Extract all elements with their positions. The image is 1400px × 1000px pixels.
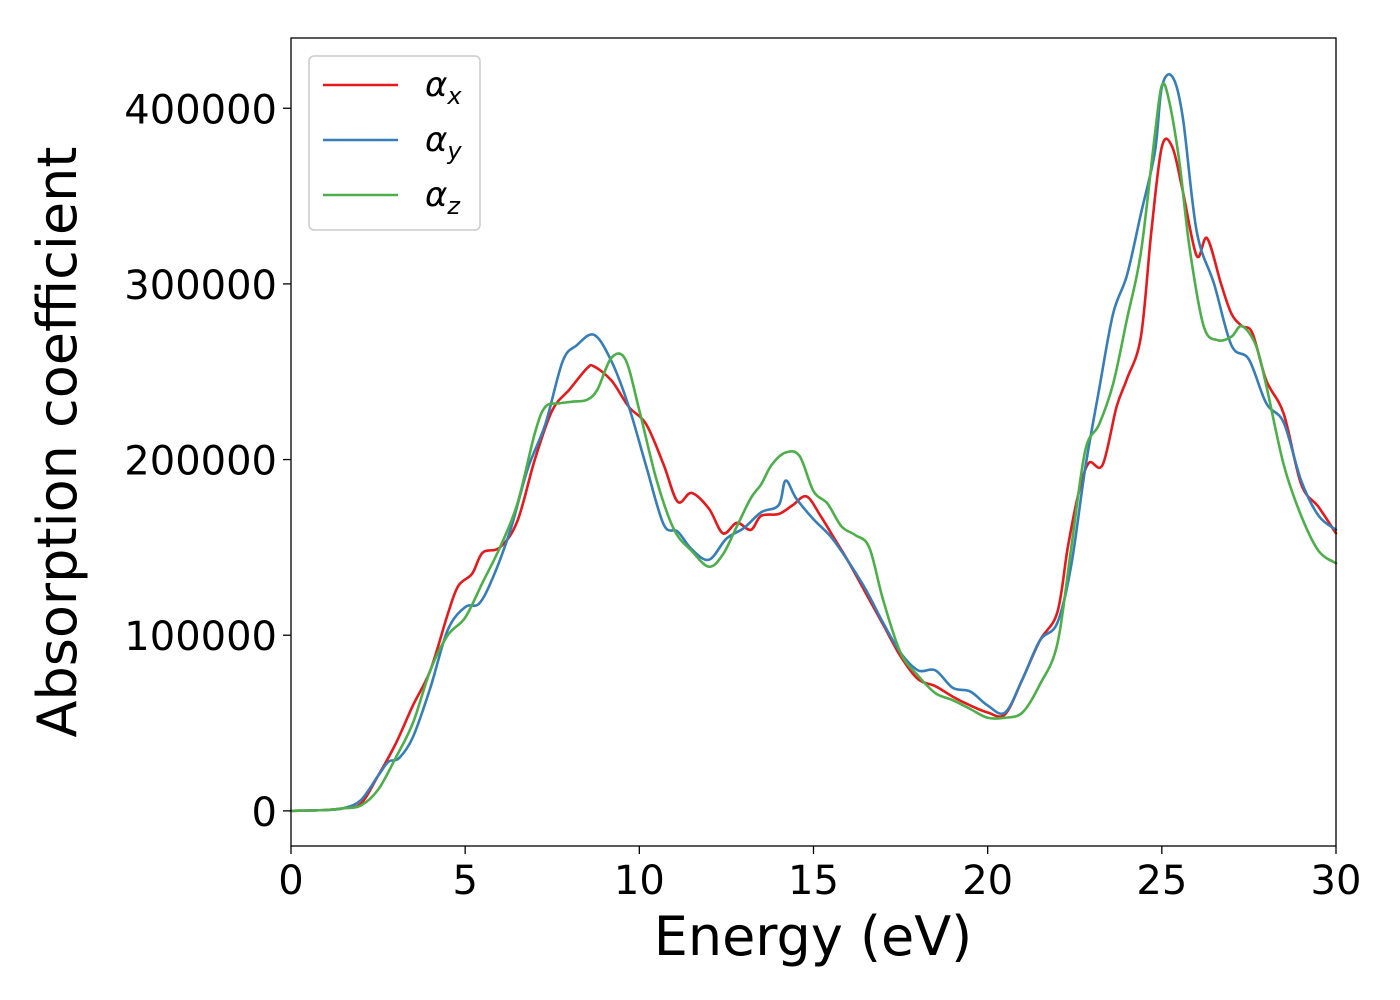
legend-label-subscript: y: [446, 137, 462, 165]
y-tick-label: 400000: [124, 87, 277, 133]
legend-label-y: αy: [425, 120, 462, 165]
legend-label-base: α: [425, 120, 447, 160]
x-tick-label: 25: [1136, 858, 1187, 904]
legend-label-x: αx: [425, 65, 462, 110]
legend-label-base: α: [425, 65, 447, 105]
x-axis: 0 5 10 15 20 25 30: [278, 846, 1361, 904]
x-tick-label: 10: [614, 858, 665, 904]
series-line-z: [289, 82, 1338, 813]
y-tick-label: 300000: [124, 263, 277, 309]
x-tick-label: 30: [1311, 858, 1362, 904]
x-axis-title: Energy (eV): [654, 905, 973, 968]
x-tick-label: 5: [452, 858, 477, 904]
y-tick-label: 0: [252, 790, 277, 836]
y-axis: 0 100000 200000 300000 400000: [124, 87, 291, 836]
x-tick-label: 0: [278, 858, 303, 904]
legend-label-z: αz: [425, 175, 461, 220]
x-tick-label: 15: [788, 858, 839, 904]
y-tick-label: 100000: [124, 614, 277, 660]
series-layer: [289, 73, 1338, 813]
legend-box: [308, 55, 481, 231]
y-axis-title: Absorption coefficient: [26, 147, 89, 738]
legend-label-base: α: [425, 175, 447, 215]
y-tick-label: 200000: [124, 439, 277, 485]
legend-label-subscript: z: [446, 192, 461, 220]
series-line-y: [289, 73, 1338, 813]
series-line-x: [289, 137, 1338, 813]
x-tick-label: 20: [962, 858, 1013, 904]
legend-label-subscript: x: [446, 82, 462, 110]
